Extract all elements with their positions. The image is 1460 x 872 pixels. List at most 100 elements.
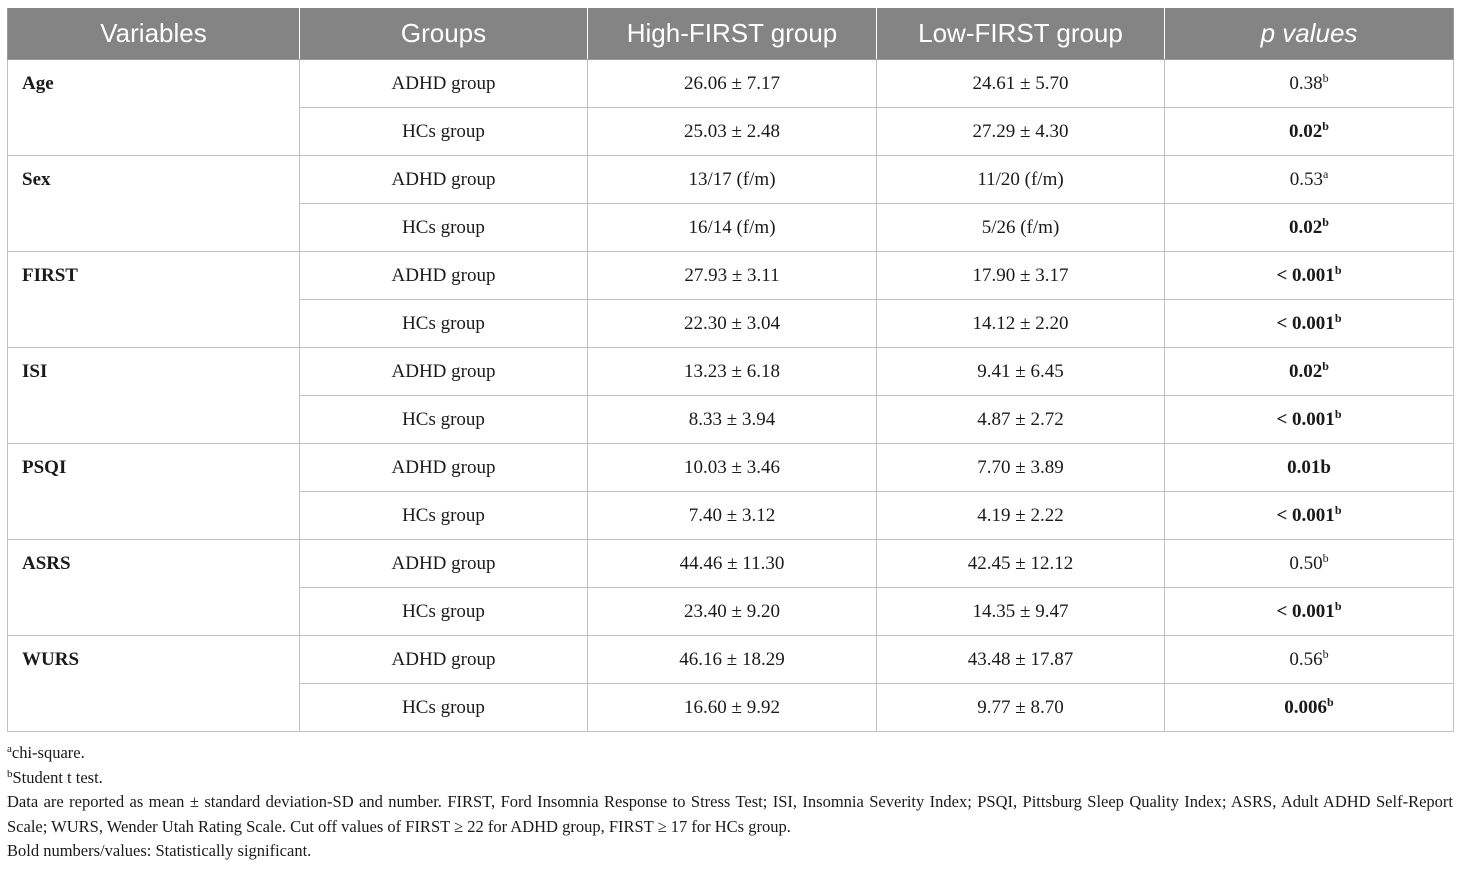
low-first-cell: 14.12 ± 2.20 (876, 299, 1165, 348)
p-value-text: < 0.001 (1276, 600, 1335, 622)
variable-cell: ISI (7, 347, 300, 444)
group-cell: ADHD group (299, 347, 588, 396)
high-first-cell: 46.16 ± 18.29 (587, 635, 877, 684)
footnote-a-text: chi-square. (11, 743, 85, 762)
low-first-cell: 7.70 ± 3.89 (876, 443, 1165, 492)
p-value-superscript: b (1334, 262, 1342, 277)
low-first-cell: 14.35 ± 9.47 (876, 587, 1165, 636)
p-value-text: < 0.001 (1276, 504, 1335, 526)
footnote-bold-note: Bold numbers/values: Statistically signi… (7, 841, 312, 860)
table-row: ISI ADHD group 13.23 ± 6.18 9.41 ± 6.45 0.02… (7, 347, 1454, 444)
p-value-cell: < 0.001b (1164, 299, 1454, 348)
high-first-cell: 23.40 ± 9.20 (587, 587, 877, 636)
high-first-cell: 13/17 (f/m) (587, 155, 877, 204)
table-row: ASRS ADHD group 44.46 ± 11.30 42.45 ± 12.12… (7, 539, 1454, 636)
table-row: HCs group 16/14 (f/m) 5/26 (f/m) 0.02b (8, 203, 1454, 252)
group-cell: HCs group (299, 299, 588, 348)
table-row: Sex ADHD group 13/17 (f/m) 11/20 (f/m) 0.53a (7, 155, 1454, 252)
high-first-cell: 16.60 ± 9.92 (587, 683, 877, 732)
header-variables: Variables (7, 8, 300, 60)
low-first-cell: 4.19 ± 2.22 (876, 491, 1165, 540)
high-first-cell: 7.40 ± 3.12 (587, 491, 877, 540)
low-first-cell: 42.45 ± 12.12 (876, 539, 1165, 588)
table-row: FIRST ADHD group 27.93 ± 3.11 17.90 ± 3.17 <… (7, 251, 1454, 348)
table-row: HCs group 22.30 ± 3.04 14.12 ± 2.20 < 0.001… (8, 299, 1454, 348)
group-cell: ADHD group (299, 155, 588, 204)
footnote-b-mark: b (7, 767, 13, 780)
header-high-first: High-FIRST group (587, 8, 877, 60)
p-value-cell: 0.56b (1164, 635, 1454, 684)
p-value-text: 0.02 (1289, 360, 1323, 382)
low-first-cell: 24.61 ± 5.70 (876, 59, 1165, 108)
p-value-text: 0.006 (1284, 696, 1328, 718)
p-value-text: < 0.001 (1276, 264, 1335, 286)
p-value-cell: 0.53a (1164, 155, 1454, 204)
p-value-cell: < 0.001b (1164, 395, 1454, 444)
table-row: PSQI ADHD group 10.03 ± 3.46 7.70 ± 3.89 0.0… (7, 443, 1454, 540)
p-value-cell: < 0.001b (1164, 587, 1454, 636)
footnote-b-text: Student t test. (12, 767, 103, 787)
header-row: Variables Groups High-FIRST group Low-FI… (7, 8, 1454, 60)
p-value-text: < 0.001 (1276, 408, 1335, 430)
p-value-superscript: b (1334, 406, 1342, 421)
variable-cell: WURS (7, 635, 300, 732)
low-first-cell: 11/20 (f/m) (876, 155, 1165, 204)
group-cell: HCs group (299, 587, 588, 636)
variable-cell: PSQI (7, 443, 300, 540)
header-low-first: Low-FIRST group (876, 8, 1165, 60)
p-value-superscript: b (1322, 358, 1329, 373)
p-value-superscript: b (1322, 214, 1329, 229)
p-value-superscript: b (1334, 502, 1342, 517)
p-value-cell: 0.006b (1164, 683, 1454, 732)
p-value-superscript: b (1322, 118, 1329, 133)
footnote-data-note: Data are reported as mean ± standard dev… (7, 792, 1453, 836)
low-first-cell: 4.87 ± 2.72 (876, 395, 1165, 444)
high-first-cell: 13.23 ± 6.18 (587, 347, 877, 396)
footnote-a-mark: a (7, 742, 12, 755)
p-value-superscript: b (1322, 70, 1329, 85)
results-table: Variables Groups High-FIRST group Low-FI… (7, 8, 1454, 732)
p-value-cell: 0.02b (1164, 347, 1454, 396)
variable-cell: Age (7, 59, 300, 156)
group-cell: ADHD group (299, 251, 588, 300)
group-cell: ADHD group (299, 635, 588, 684)
low-first-cell: 43.48 ± 17.87 (876, 635, 1165, 684)
high-first-cell: 26.06 ± 7.17 (587, 59, 877, 108)
low-first-cell: 9.41 ± 6.45 (876, 347, 1165, 396)
low-first-cell: 27.29 ± 4.30 (876, 107, 1165, 156)
variable-cell: FIRST (7, 251, 300, 348)
p-value-superscript: b (1322, 646, 1329, 661)
p-value-superscript: b (1327, 694, 1334, 709)
high-first-cell: 44.46 ± 11.30 (587, 539, 877, 588)
table-footnotes: achi-square. bStudent t test. Data are r… (7, 741, 1453, 864)
group-cell: HCs group (299, 491, 588, 540)
variable-cell: ASRS (7, 539, 300, 636)
p-value-cell: 0.38b (1164, 59, 1454, 108)
p-value-cell: < 0.001b (1164, 491, 1454, 540)
table-header: Variables Groups High-FIRST group Low-FI… (7, 8, 1454, 60)
high-first-cell: 22.30 ± 3.04 (587, 299, 877, 348)
high-first-cell: 8.33 ± 3.94 (587, 395, 877, 444)
table-row: HCs group 25.03 ± 2.48 27.29 ± 4.30 0.02b (8, 107, 1454, 156)
group-cell: HCs group (299, 107, 588, 156)
high-first-cell: 25.03 ± 2.48 (587, 107, 877, 156)
group-cell: HCs group (299, 395, 588, 444)
p-value-text: 0.01b (1287, 456, 1331, 478)
p-value-text: 0.53 (1289, 168, 1323, 190)
high-first-cell: 27.93 ± 3.11 (587, 251, 877, 300)
high-first-cell: 10.03 ± 3.46 (587, 443, 877, 492)
p-value-cell: 0.02b (1164, 203, 1454, 252)
p-value-cell: 0.02b (1164, 107, 1454, 156)
group-cell: HCs group (299, 683, 588, 732)
p-value-superscript: b (1334, 598, 1342, 613)
p-value-cell: 0.50b (1164, 539, 1454, 588)
group-cell: ADHD group (299, 539, 588, 588)
table-row: HCs group 8.33 ± 3.94 4.87 ± 2.72 < 0.001b (8, 395, 1454, 444)
p-value-text: 0.02 (1289, 216, 1323, 238)
table-row: HCs group 23.40 ± 9.20 14.35 ± 9.47 < 0.001… (8, 587, 1454, 636)
header-p-values: p values (1164, 8, 1454, 60)
table-row: WURS ADHD group 46.16 ± 18.29 43.48 ± 17.87… (7, 635, 1454, 732)
p-value-text: 0.38 (1289, 72, 1323, 94)
table-row: HCs group 7.40 ± 3.12 4.19 ± 2.22 < 0.001b (8, 491, 1454, 540)
p-value-cell: 0.01b (1164, 443, 1454, 492)
